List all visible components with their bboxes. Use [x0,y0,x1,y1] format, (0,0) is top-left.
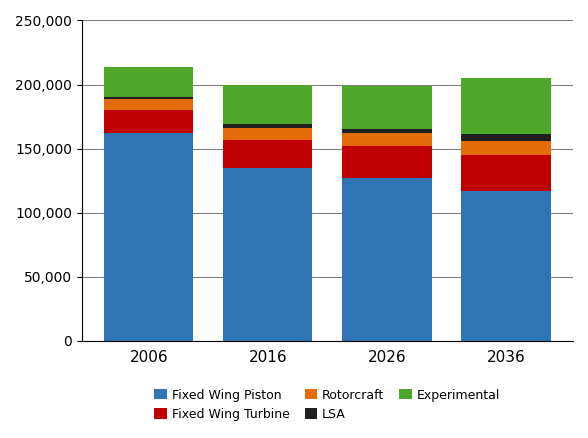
Bar [223,128,312,140]
Legend: Fixed Wing Piston, Fixed Wing Turbine, Rotorcraft, LSA, Experimental: Fixed Wing Piston, Fixed Wing Turbine, R… [155,389,500,421]
Bar [342,133,432,146]
Bar [223,140,312,168]
Bar [223,168,312,341]
Bar [342,129,432,133]
Bar [462,191,551,341]
Bar [462,134,551,141]
Bar [342,178,432,341]
Bar [104,133,193,341]
Bar [462,155,551,191]
Bar [104,97,193,99]
Bar [104,99,193,110]
Bar [462,78,551,134]
Bar [342,146,432,178]
Bar [104,110,193,133]
Bar [342,86,432,129]
Bar [104,67,193,97]
Bar [223,124,312,128]
Bar [462,141,551,155]
Bar [223,85,312,124]
